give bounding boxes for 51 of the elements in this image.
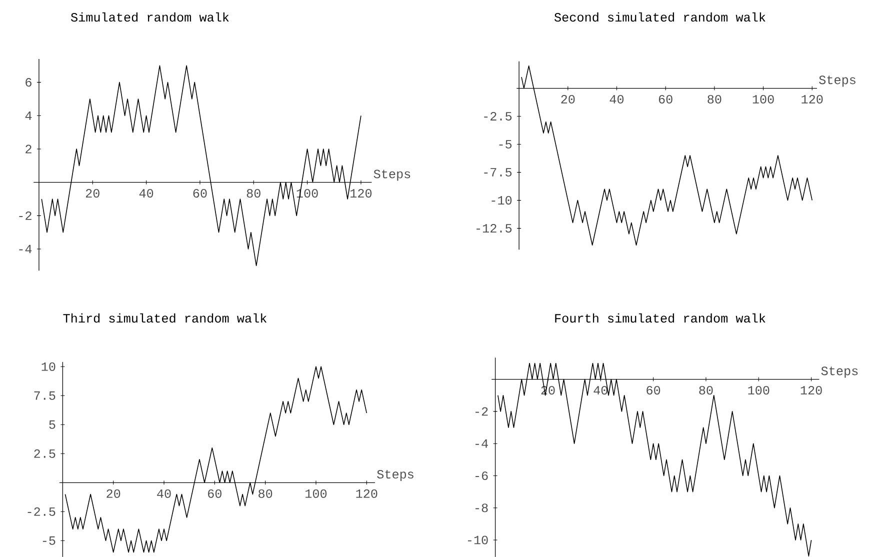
x-tick-label: 60 bbox=[658, 94, 672, 104]
y-tick-label: -12.5 bbox=[476, 224, 512, 233]
y-tick-label: -10 bbox=[492, 196, 512, 205]
y-tick-label: 10 bbox=[42, 362, 56, 371]
y-tick-label: -10 bbox=[468, 536, 488, 544]
y-tick-label: -6 bbox=[476, 471, 488, 480]
x-axis-title: Steps bbox=[377, 470, 414, 482]
x-tick-label: 80 bbox=[699, 386, 713, 395]
chart-title: Third simulated random walk bbox=[63, 313, 267, 323]
y-tick-label: -4 bbox=[476, 439, 488, 448]
y-tick-label: 4 bbox=[25, 112, 32, 120]
y-tick-label: -8 bbox=[476, 504, 488, 512]
x-tick-label: 120 bbox=[800, 386, 822, 395]
x-tick-label: 100 bbox=[306, 489, 327, 498]
x-tick-label: 120 bbox=[356, 489, 378, 498]
y-tick-label: -2 bbox=[476, 407, 488, 416]
y-tick-label: 2 bbox=[26, 144, 32, 154]
x-tick-label: 60 bbox=[193, 189, 207, 198]
x-tick-label: 80 bbox=[258, 489, 272, 498]
x-tick-label: 20 bbox=[561, 94, 575, 104]
x-axis-title: Steps bbox=[821, 366, 858, 378]
y-tick-label: -7.5 bbox=[484, 168, 512, 177]
chart-title: Second simulated random walk bbox=[554, 12, 766, 22]
y-tick-label: 6 bbox=[26, 78, 32, 87]
x-tick-label: 40 bbox=[594, 386, 608, 395]
x-tick-label: 100 bbox=[748, 386, 770, 395]
x-tick-label: 40 bbox=[139, 189, 154, 198]
x-axis-title: Steps bbox=[819, 76, 856, 87]
y-tick-label: -2.5 bbox=[484, 112, 512, 121]
x-tick-label: 80 bbox=[246, 189, 260, 198]
x-tick-label: 40 bbox=[610, 94, 624, 104]
x-tick-label: 100 bbox=[752, 94, 774, 104]
chart-title: Simulated random walk bbox=[70, 12, 229, 22]
y-tick-label: -5 bbox=[499, 140, 512, 149]
y-tick-label: -4 bbox=[19, 244, 32, 254]
x-tick-label: 20 bbox=[86, 189, 100, 198]
chart-title: Fourth simulated random walk bbox=[555, 313, 766, 323]
x-tick-label: 120 bbox=[350, 189, 372, 198]
x-tick-label: 20 bbox=[106, 489, 120, 498]
y-tick-label: -2.5 bbox=[28, 507, 56, 516]
x-tick-label: 40 bbox=[157, 489, 171, 498]
x-tick-label: 120 bbox=[802, 94, 823, 104]
y-tick-label: 2.5 bbox=[34, 449, 56, 458]
x-tick-label: 60 bbox=[208, 489, 222, 498]
y-tick-label: -2 bbox=[19, 211, 32, 220]
x-axis-title: Steps bbox=[374, 170, 410, 181]
y-tick-label: 7.5 bbox=[34, 391, 56, 400]
y-tick-label: 5 bbox=[49, 420, 56, 429]
y-tick-label: -5 bbox=[42, 536, 56, 545]
x-tick-label: 60 bbox=[646, 386, 660, 395]
x-tick-label: 80 bbox=[708, 94, 722, 104]
